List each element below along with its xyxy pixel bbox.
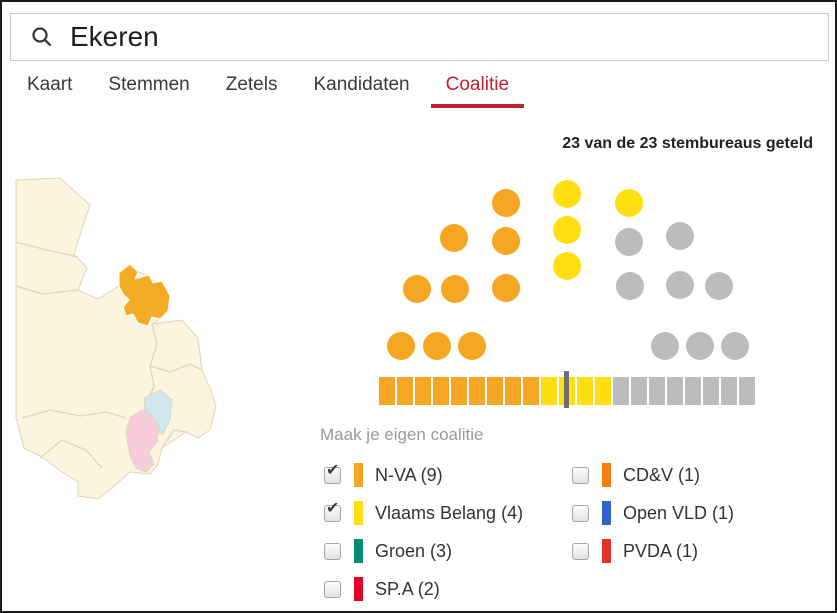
- bar-cell: [613, 377, 629, 405]
- party-color-swatch: [602, 463, 611, 487]
- coalition-title: Maak je eigen coalitie: [320, 425, 484, 444]
- seat-circle: [492, 189, 520, 217]
- bar-cell: [685, 377, 701, 405]
- bar-cell: [703, 377, 719, 405]
- party-checkbox-pvda[interactable]: [572, 542, 589, 560]
- search-box: [10, 13, 829, 61]
- tab-stemmen[interactable]: Stemmen: [108, 74, 190, 95]
- map-border-lines: [14, 241, 203, 469]
- party-checkbox-groen[interactable]: [324, 542, 341, 560]
- party-label: CD&V (1): [623, 464, 701, 485]
- bar-cell: [469, 377, 485, 405]
- party-label: PVDA (1): [623, 540, 699, 561]
- party-color-swatch: [354, 577, 363, 601]
- tab-kandidaten[interactable]: Kandidaten: [313, 74, 410, 95]
- party-label: Groen (3): [375, 540, 453, 561]
- party-color-swatch: [354, 501, 363, 525]
- bar-cell: [595, 377, 611, 405]
- seat-circle: [553, 252, 581, 280]
- checkmark-icon: ✔: [326, 461, 340, 479]
- party-color-swatch: [354, 539, 363, 563]
- seat-circle: [440, 224, 468, 252]
- bar-cell: [523, 377, 539, 405]
- tab-kaart[interactable]: Kaart: [27, 74, 73, 95]
- tabs: Kaart Stemmen Zetels Kandidaten Coalitie: [27, 74, 525, 108]
- bar-cell: [721, 377, 737, 405]
- coalition-party-row: PVDA (1): [572, 537, 734, 565]
- party-checkbox-vlaams-belang[interactable]: ✔: [324, 500, 341, 522]
- tab-coalitie[interactable]: Coalitie: [430, 74, 525, 108]
- seat-circle: [492, 274, 520, 302]
- party-checkbox-n-va[interactable]: ✔: [324, 462, 341, 484]
- coalition-party-row: Groen (3): [324, 537, 523, 565]
- coalition-party-row: SP.A (2): [324, 575, 523, 603]
- seat-circle: [721, 332, 749, 360]
- coalition-column-right: CD&V (1) Open VLD (1) PVDA (1): [572, 461, 734, 565]
- seat-circle: [615, 189, 643, 217]
- bar-cell: [379, 377, 395, 405]
- bar-cell: [541, 377, 557, 405]
- bar-cell: [577, 377, 593, 405]
- party-checkbox-sp-a[interactable]: [324, 580, 341, 598]
- bar-cell: [649, 377, 665, 405]
- seat-circle: [705, 272, 733, 300]
- party-color-swatch: [354, 463, 363, 487]
- bar-cell: [415, 377, 431, 405]
- map-silhouette[interactable]: [15, 177, 217, 500]
- party-label: Vlaams Belang (4): [375, 502, 524, 523]
- seat-circle: [615, 228, 643, 256]
- seat-circle: [458, 332, 486, 360]
- majority-divider: [564, 371, 569, 408]
- checkmark-icon: ✔: [326, 499, 340, 517]
- seat-circle: [492, 227, 520, 255]
- party-checkbox-cd-v[interactable]: [572, 466, 589, 484]
- seat-circle: [616, 272, 644, 300]
- seat-circle: [666, 271, 694, 299]
- map-region-ekeren[interactable]: [118, 263, 171, 327]
- coalition-party-row: Open VLD (1): [572, 499, 734, 527]
- search-icon: [32, 27, 52, 47]
- coalition-column-left: ✔ N-VA (9) ✔ Vlaams Belang (4) Groen (3) SP.A…: [324, 461, 523, 603]
- party-label: SP.A (2): [375, 578, 440, 599]
- search-input[interactable]: [68, 20, 772, 54]
- bar-cell: [397, 377, 413, 405]
- bar-cell: [451, 377, 467, 405]
- seat-circle: [666, 222, 694, 250]
- seat-circle: [441, 275, 469, 303]
- district-map[interactable]: [2, 168, 222, 508]
- seat-circle: [553, 180, 581, 208]
- coalition-party-row: ✔ N-VA (9): [324, 461, 523, 489]
- party-label: N-VA (9): [375, 464, 443, 485]
- seat-circle: [553, 216, 581, 244]
- status-text: 23 van de 23 stembureaus geteld: [562, 135, 813, 152]
- bar-cell: [667, 377, 683, 405]
- bar-cell: [631, 377, 647, 405]
- coalition-party-row: ✔ Vlaams Belang (4): [324, 499, 523, 527]
- map-region-pink[interactable]: [125, 409, 160, 473]
- party-color-swatch: [602, 501, 611, 525]
- party-checkbox-open-vld[interactable]: [572, 504, 589, 522]
- seat-circle: [387, 332, 415, 360]
- party-color-swatch: [602, 539, 611, 563]
- party-label: Open VLD (1): [623, 502, 735, 523]
- seat-circle: [423, 332, 451, 360]
- bar-cell: [505, 377, 521, 405]
- seat-circle: [686, 332, 714, 360]
- tab-zetels[interactable]: Zetels: [225, 74, 278, 95]
- bar-cell: [487, 377, 503, 405]
- bar-cell: [433, 377, 449, 405]
- seat-circle: [651, 332, 679, 360]
- bar-cell: [739, 377, 755, 405]
- coalition-party-row: CD&V (1): [572, 461, 734, 489]
- seat-circle: [403, 275, 431, 303]
